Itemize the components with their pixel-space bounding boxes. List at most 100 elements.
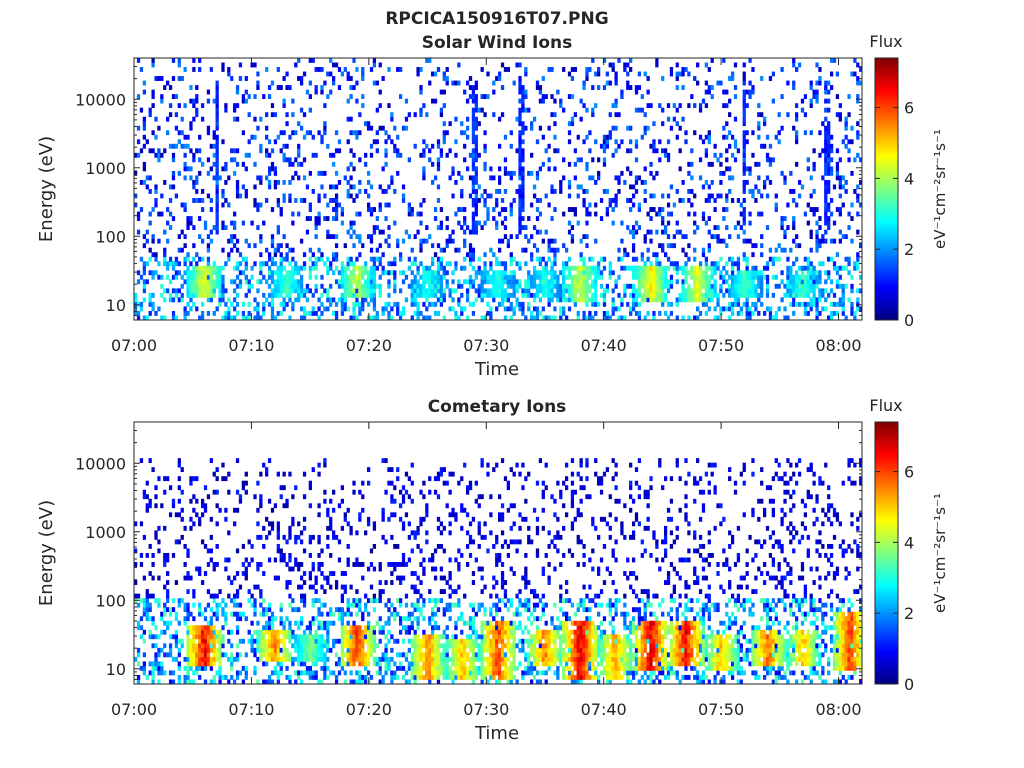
heatmap-cell bbox=[564, 261, 569, 267]
heatmap-cell bbox=[442, 270, 446, 276]
heatmap-cell bbox=[515, 297, 519, 303]
heatmap-cell bbox=[212, 143, 216, 149]
heatmap-cell bbox=[658, 157, 662, 163]
heatmap-cell bbox=[288, 674, 292, 680]
heatmap-cell bbox=[463, 279, 467, 285]
heatmap-cell bbox=[288, 134, 292, 140]
heatmap-cell bbox=[282, 256, 286, 262]
heatmap-cell bbox=[550, 288, 554, 294]
heatmap-cell bbox=[401, 125, 406, 131]
heatmap-cell bbox=[308, 643, 312, 649]
heatmap-cell bbox=[631, 274, 636, 280]
heatmap-cell bbox=[742, 211, 746, 217]
heatmap-cell bbox=[343, 279, 347, 285]
heatmap-cell bbox=[200, 310, 205, 316]
heatmap-cell bbox=[509, 261, 513, 267]
heatmap-cell bbox=[288, 634, 292, 640]
heatmap-cell bbox=[346, 634, 350, 640]
heatmap-cell bbox=[291, 130, 295, 136]
heatmap-cell bbox=[550, 238, 554, 244]
heatmap-cell bbox=[276, 283, 280, 289]
heatmap-cell bbox=[829, 134, 834, 140]
heatmap-cell bbox=[730, 292, 735, 298]
heatmap-cell bbox=[856, 94, 860, 100]
heatmap-cell bbox=[643, 292, 647, 298]
heatmap-cell bbox=[233, 279, 237, 285]
heatmap-cell bbox=[372, 279, 377, 285]
heatmap-cell bbox=[611, 62, 615, 68]
heatmap-cell bbox=[206, 130, 211, 136]
heatmap-cell bbox=[401, 193, 406, 199]
heatmap-cell bbox=[480, 292, 484, 298]
heatmap-cell bbox=[256, 279, 260, 285]
heatmap-cell bbox=[401, 184, 406, 190]
heatmap-cell bbox=[728, 301, 732, 307]
heatmap-cell bbox=[375, 148, 379, 154]
heatmap-cell bbox=[553, 166, 557, 172]
heatmap-cell bbox=[288, 283, 292, 289]
heatmap-cell bbox=[410, 279, 414, 285]
heatmap-cell bbox=[567, 161, 572, 167]
heatmap-cell bbox=[227, 638, 231, 644]
heatmap-cell bbox=[474, 229, 478, 235]
heatmap-cell bbox=[267, 679, 272, 684]
heatmap-cell bbox=[305, 638, 310, 644]
heatmap-cell bbox=[824, 198, 828, 203]
heatmap-cell bbox=[299, 620, 304, 626]
heatmap-cell bbox=[346, 521, 350, 527]
heatmap-cell bbox=[166, 207, 170, 212]
heatmap-cell bbox=[643, 234, 647, 240]
heatmap-cell bbox=[244, 571, 248, 576]
heatmap-cell bbox=[827, 125, 831, 131]
heatmap-cell bbox=[134, 593, 138, 599]
heatmap-cell bbox=[742, 94, 746, 100]
heatmap-cell bbox=[792, 125, 796, 131]
heatmap-cell bbox=[672, 243, 676, 249]
heatmap-cell bbox=[349, 94, 353, 100]
heatmap-cell bbox=[206, 589, 211, 595]
heatmap-cell bbox=[471, 265, 476, 271]
heatmap-cell bbox=[442, 103, 446, 109]
heatmap-cell bbox=[704, 80, 709, 86]
colorbar-tick-label: 0 bbox=[904, 311, 914, 330]
heatmap-cell bbox=[166, 116, 170, 122]
heatmap-cell bbox=[166, 553, 170, 558]
heatmap-cell bbox=[431, 256, 435, 262]
heatmap-cell bbox=[302, 598, 307, 604]
heatmap-cell bbox=[407, 256, 411, 262]
heatmap-cell bbox=[515, 288, 519, 294]
heatmap-cell bbox=[736, 297, 741, 303]
heatmap-cell bbox=[553, 148, 557, 154]
heatmap-cell bbox=[809, 229, 813, 235]
heatmap-cell bbox=[186, 602, 190, 608]
heatmap-cell bbox=[684, 270, 688, 276]
heatmap-cell bbox=[451, 80, 455, 86]
heatmap-cell bbox=[419, 89, 423, 95]
heatmap-cell bbox=[364, 297, 368, 303]
heatmap-cell bbox=[850, 170, 854, 176]
heatmap-cell bbox=[527, 292, 531, 298]
heatmap-cell bbox=[841, 265, 845, 271]
heatmap-cell bbox=[433, 274, 438, 280]
heatmap-cell bbox=[567, 297, 572, 303]
heatmap-cell bbox=[241, 270, 245, 276]
heatmap-cell bbox=[276, 288, 280, 294]
heatmap-cell bbox=[247, 589, 251, 595]
heatmap-cell bbox=[139, 306, 144, 312]
heatmap-cell bbox=[524, 279, 528, 285]
heatmap-cell bbox=[317, 652, 321, 658]
heatmap-cell bbox=[157, 647, 161, 653]
heatmap-cell bbox=[439, 225, 444, 231]
heatmap-cell bbox=[701, 184, 706, 190]
heatmap-cell bbox=[602, 315, 607, 320]
heatmap-cell bbox=[314, 261, 318, 267]
heatmap-cell bbox=[454, 315, 458, 320]
heatmap-cell bbox=[230, 674, 234, 680]
heatmap-cell bbox=[795, 112, 799, 118]
heatmap-cell bbox=[369, 234, 374, 240]
heatmap-cell bbox=[355, 557, 359, 563]
heatmap-cell bbox=[267, 521, 272, 527]
heatmap-cell bbox=[259, 148, 263, 154]
heatmap-cell bbox=[465, 225, 470, 231]
heatmap-cell bbox=[276, 530, 280, 536]
